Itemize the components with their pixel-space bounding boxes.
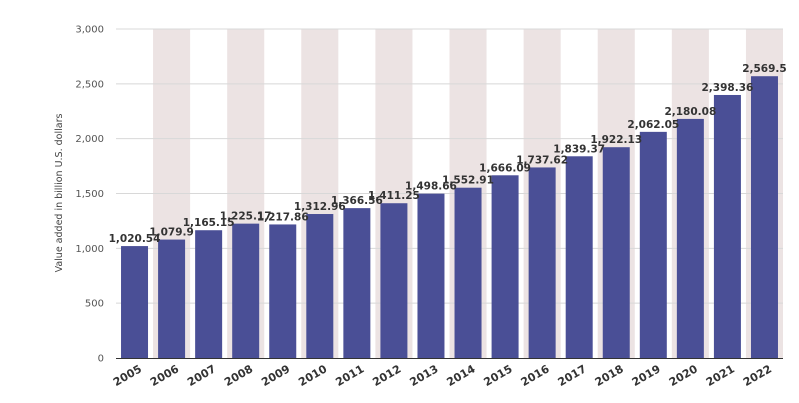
- data-label-2016: 1,737.62: [516, 154, 568, 166]
- bar-2005: [121, 246, 149, 358]
- bar-2014: [454, 187, 482, 358]
- x-tick-label-2010: 2010: [296, 362, 329, 389]
- bar-2017: [565, 156, 593, 358]
- data-label-2012: 1,411.25: [368, 190, 420, 202]
- y-tick-label: 3,000: [75, 25, 104, 36]
- x-tick-label-2021: 2021: [704, 362, 737, 389]
- x-tick-label-2011: 2011: [333, 362, 366, 389]
- data-label-2007: 1,165.15: [183, 217, 235, 229]
- data-label-2021: 2,398.36: [702, 82, 754, 94]
- gridlines: [116, 28, 783, 304]
- data-label-2018: 1,922.13: [590, 134, 642, 146]
- bar-2016: [528, 167, 556, 358]
- y-tick-label: 0: [98, 354, 104, 365]
- x-tick-label-2009: 2009: [259, 362, 292, 389]
- data-label-2009: 1,217.86: [257, 211, 309, 223]
- x-tick-label-2017: 2017: [556, 362, 589, 389]
- bar-2011: [343, 208, 371, 358]
- x-tick-label-2019: 2019: [630, 362, 663, 389]
- x-tick-label-2015: 2015: [482, 362, 515, 389]
- data-label-2022: 2,569.5: [742, 63, 787, 75]
- data-label-2013: 1,498.66: [405, 181, 457, 193]
- data-label-2005: 1,020.54: [109, 233, 161, 245]
- y-tick-label: 2,500: [75, 79, 104, 90]
- x-tick-label-2005: 2005: [111, 362, 144, 389]
- bar-2022: [750, 76, 778, 359]
- bar-2007: [195, 230, 223, 358]
- bars: [121, 76, 778, 359]
- y-tick-label: 500: [85, 299, 104, 310]
- data-label-2015: 1,666.09: [479, 162, 531, 174]
- bar-2018: [602, 147, 630, 358]
- y-tick-label: 1,500: [75, 189, 104, 200]
- bar-2015: [491, 175, 519, 358]
- x-tick-label-2006: 2006: [148, 362, 181, 389]
- x-tick-label-2008: 2008: [222, 362, 255, 389]
- bar-2008: [232, 223, 260, 358]
- x-tick-label-2014: 2014: [445, 362, 478, 389]
- x-tick-label-2012: 2012: [370, 362, 403, 389]
- data-label-2010: 1,312.96: [294, 201, 346, 213]
- data-label-2019: 2,062.05: [627, 119, 679, 131]
- y-tick-label: 1,000: [75, 244, 104, 255]
- x-tick-label-2007: 2007: [185, 362, 218, 389]
- x-tick-label-2020: 2020: [667, 362, 700, 389]
- bar-2013: [417, 193, 445, 358]
- bar-2021: [713, 94, 741, 358]
- data-label-2017: 1,839.37: [553, 143, 605, 155]
- bar-2019: [639, 131, 667, 358]
- x-axis-ticks: 2005 2006 2007 2008 2009 2010 2011 2012 2013 2014…: [111, 362, 774, 389]
- y-axis-ticks: 0 500 1,000 1,500 2,000 2,500 3,000: [75, 25, 104, 365]
- data-label-2008: 1,225.17: [220, 211, 272, 223]
- y-axis-title: Value added in billion U.S. dollars: [54, 114, 65, 273]
- x-tick-label-2018: 2018: [593, 362, 626, 389]
- bar-2020: [676, 118, 704, 358]
- data-label-2014: 1,552.91: [442, 175, 494, 187]
- data-label-2006: 1,079.9: [149, 227, 194, 239]
- x-tick-label-2022: 2022: [741, 362, 774, 389]
- bar-2012: [380, 203, 408, 358]
- data-label-2020: 2,180.08: [664, 106, 716, 118]
- data-labels: 1,020.541,079.91,165.151,225.171,217.861…: [109, 63, 787, 245]
- x-tick-label-2016: 2016: [519, 362, 552, 389]
- bar-2006: [158, 239, 186, 358]
- x-tick-label-2013: 2013: [407, 362, 440, 389]
- bar-2009: [269, 224, 297, 358]
- data-label-2011: 1,366.56: [331, 195, 383, 207]
- bar-2010: [306, 214, 334, 358]
- y-tick-label: 2,000: [75, 134, 104, 145]
